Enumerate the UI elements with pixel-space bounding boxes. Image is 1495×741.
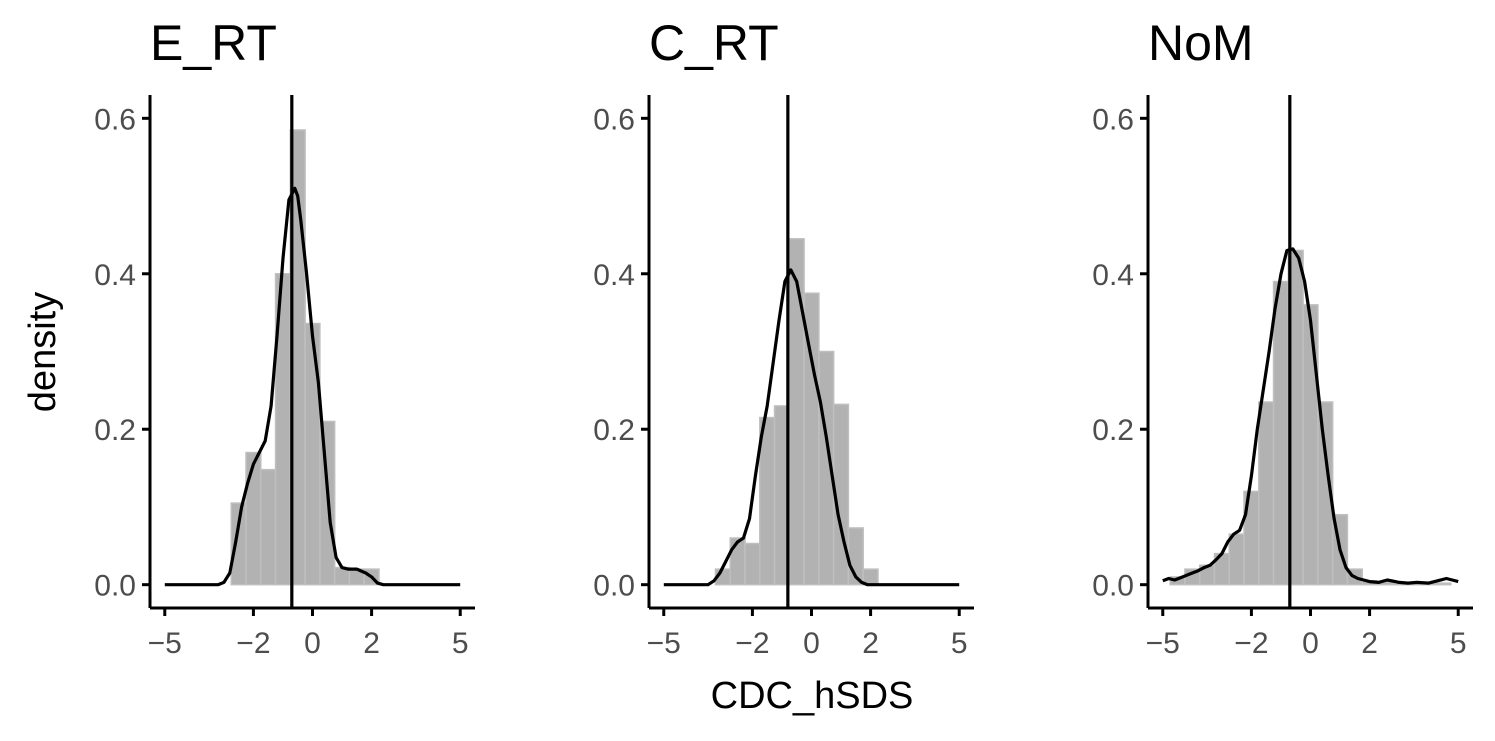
x-tick-label: −5: [1146, 627, 1180, 660]
panel-title: C_RT: [649, 15, 779, 71]
histogram-bar: [304, 322, 321, 586]
x-tick-label: 2: [1361, 627, 1378, 660]
histogram-bar: [1302, 304, 1319, 586]
histogram-bar: [1435, 582, 1452, 586]
histogram-bar: [260, 468, 277, 586]
y-tick-label: 0.4: [593, 259, 635, 292]
density-curve: [1162, 247, 1459, 585]
x-tick-label: 0: [803, 627, 820, 660]
x-tick-label: 0: [1302, 627, 1319, 660]
x-tick-label: 5: [951, 627, 968, 660]
y-tick-label: 0.2: [1092, 414, 1134, 447]
density-curve: [663, 268, 960, 587]
x-tick-label: 5: [452, 627, 469, 660]
histogram-bar: [744, 542, 761, 586]
x-tick-label: −2: [735, 627, 769, 660]
x-tick-label: −5: [647, 627, 681, 660]
histogram-bar: [1272, 280, 1290, 586]
histogram-bar: [788, 238, 805, 586]
y-tick-label: 0.2: [593, 414, 635, 447]
histogram-bar: [729, 537, 746, 586]
y-tick-label: 0.0: [1092, 570, 1134, 603]
x-tick-label: 2: [862, 627, 879, 660]
panel-c-rt: C_RT 0.0 0.2 0.4 0.6 −5 −2 0 2 5: [593, 15, 974, 660]
panel-title: E_RT: [150, 15, 277, 71]
y-axis-label: density: [22, 292, 64, 412]
density-curve: [164, 186, 461, 587]
histogram-bar: [245, 451, 262, 586]
x-tick-label: 2: [363, 627, 380, 660]
y-tick-label: 0.6: [1092, 103, 1134, 136]
facet-panels: E_RT 0.0 0.2 0.4 0.6 −5 −2 0 2 5 C_RT 0.0 0.2 0.4 0.6 −…: [94, 15, 1473, 660]
panel-title: NoM: [1148, 15, 1254, 71]
y-tick-label: 0.2: [94, 414, 136, 447]
y-tick-label: 0.6: [593, 103, 635, 136]
y-tick-label: 0.4: [94, 259, 136, 292]
histogram-bar: [1228, 533, 1245, 586]
y-tick-label: 0.6: [94, 103, 136, 136]
histogram-bar: [1317, 401, 1334, 586]
panel-nom: NoM 0.0 0.2 0.4 0.6 −5 −2 0 2 5: [1092, 15, 1473, 660]
x-tick-label: −2: [236, 627, 270, 660]
histogram-bar: [1258, 401, 1275, 586]
x-axis-label: CDC_hSDS: [711, 675, 914, 717]
x-tick-label: −2: [1234, 627, 1268, 660]
y-tick-label: 0.0: [94, 570, 136, 603]
x-tick-label: −5: [148, 627, 182, 660]
y-tick-label: 0.4: [1092, 259, 1134, 292]
x-tick-label: 5: [1450, 627, 1467, 660]
panel-e-rt: E_RT 0.0 0.2 0.4 0.6 −5 −2 0 2 5: [94, 15, 475, 660]
x-tick-label: 0: [304, 627, 321, 660]
y-tick-label: 0.0: [593, 570, 635, 603]
